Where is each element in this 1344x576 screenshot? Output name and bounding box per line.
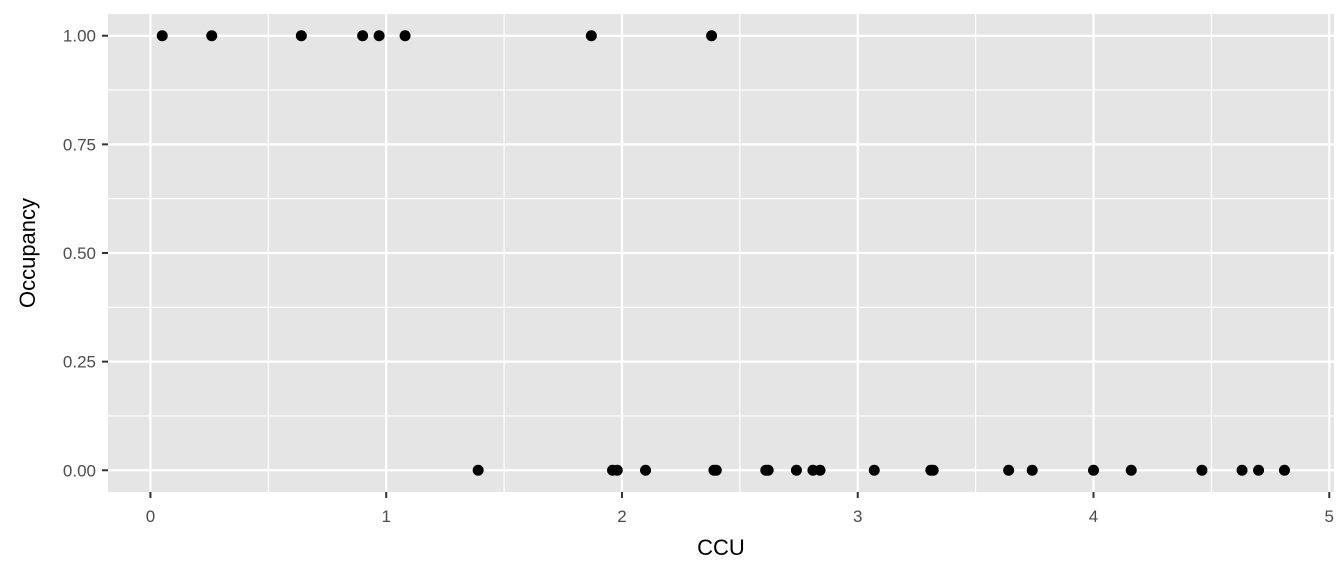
data-point <box>1278 464 1290 476</box>
major-grid <box>108 14 1334 492</box>
x-tick-label: 2 <box>617 507 626 526</box>
data-point <box>762 464 774 476</box>
data-point <box>373 30 385 42</box>
data-point <box>295 30 307 42</box>
data-point <box>927 464 939 476</box>
data-point <box>206 30 218 42</box>
data-point <box>1088 464 1100 476</box>
data-point <box>357 30 369 42</box>
data-point <box>472 464 484 476</box>
x-tick-label: 5 <box>1325 507 1334 526</box>
data-point <box>1003 464 1015 476</box>
x-axis-title: CCU <box>697 535 745 560</box>
data-point <box>710 464 722 476</box>
data-point <box>1236 464 1248 476</box>
y-tick-label: 0.25 <box>63 353 96 372</box>
data-point <box>585 30 597 42</box>
y-axis: 0.00 0.25 0.50 0.75 1.00 <box>63 27 108 480</box>
y-tick-label: 0.00 <box>63 461 96 480</box>
y-axis-title: Occupancy <box>15 198 40 308</box>
data-point <box>814 464 826 476</box>
data-point <box>1125 464 1137 476</box>
data-point <box>399 30 411 42</box>
data-point <box>611 464 623 476</box>
data-point <box>1196 464 1208 476</box>
y-tick-label: 0.75 <box>63 135 96 154</box>
x-tick-label: 4 <box>1089 507 1098 526</box>
data-point <box>1253 464 1265 476</box>
data-point <box>706 30 718 42</box>
data-point <box>1026 464 1038 476</box>
x-tick-label: 0 <box>146 507 155 526</box>
x-tick-label: 1 <box>381 507 390 526</box>
data-point <box>640 464 652 476</box>
data-point <box>790 464 802 476</box>
x-tick-label: 3 <box>853 507 862 526</box>
data-points <box>156 30 1290 476</box>
y-tick-label: 0.50 <box>63 244 96 263</box>
data-point <box>156 30 168 42</box>
data-point <box>868 464 880 476</box>
y-tick-label: 1.00 <box>63 27 96 46</box>
x-axis: 0 1 2 3 4 5 <box>146 492 1334 526</box>
